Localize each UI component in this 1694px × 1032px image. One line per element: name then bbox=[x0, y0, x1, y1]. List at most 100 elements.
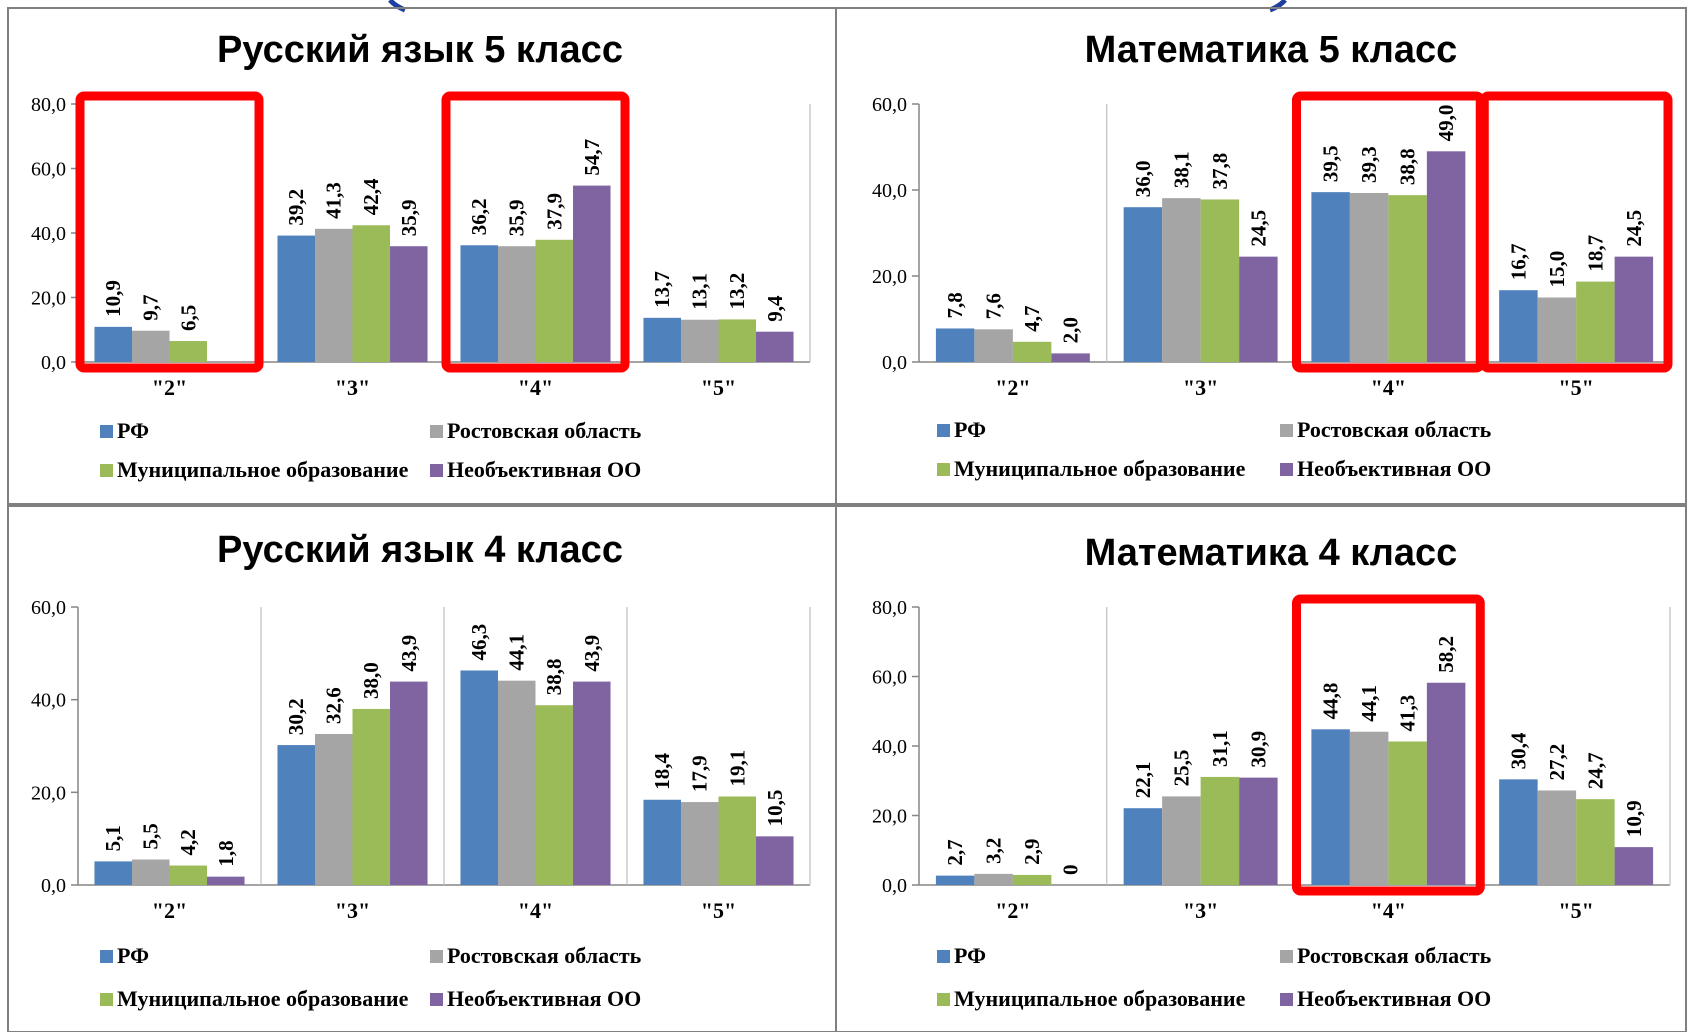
data-label: 44,8 bbox=[1319, 683, 1343, 720]
legend-label: Ростовская область bbox=[1297, 417, 1492, 442]
legend-label: Муниципальное образование bbox=[954, 986, 1246, 1011]
data-label: 35,9 bbox=[505, 199, 529, 236]
legend-label: Необъективная ОО bbox=[447, 457, 641, 482]
data-label: 19,1 bbox=[725, 750, 749, 787]
legend-label: РФ bbox=[117, 943, 149, 968]
legend-label: Необъективная ОО bbox=[1297, 456, 1491, 481]
bar-municipal bbox=[352, 225, 391, 362]
bar-school bbox=[1426, 151, 1466, 362]
category-label: "2" bbox=[995, 375, 1030, 400]
bar-municipal bbox=[1012, 341, 1052, 362]
bar-rostov bbox=[680, 319, 719, 362]
top-right-arc-fragment bbox=[1269, 0, 1287, 13]
bar-municipal bbox=[1388, 741, 1427, 885]
category-label: "5" bbox=[701, 898, 736, 923]
bar-school bbox=[756, 331, 794, 362]
bar-rostov bbox=[1162, 198, 1201, 362]
data-label: 38,1 bbox=[1169, 151, 1193, 188]
y-tick-label: 80,0 bbox=[872, 597, 907, 619]
data-label: 49,0 bbox=[1434, 105, 1458, 142]
data-label: 30,4 bbox=[1506, 732, 1530, 769]
bar-rostov bbox=[1537, 297, 1577, 362]
legend-swatch-rf bbox=[937, 950, 950, 963]
data-label: 4,2 bbox=[176, 829, 200, 855]
data-label: 16,7 bbox=[1506, 243, 1530, 280]
bar-municipal bbox=[169, 341, 208, 362]
bar-rf bbox=[277, 235, 315, 362]
bar-rf bbox=[94, 326, 132, 362]
data-label: 43,9 bbox=[580, 635, 604, 672]
bar-school bbox=[390, 246, 428, 362]
legend-label: Необъективная ОО bbox=[1297, 986, 1491, 1011]
bar-school bbox=[1239, 256, 1278, 362]
bar-rostov bbox=[131, 859, 170, 885]
bar-school bbox=[1051, 353, 1090, 362]
legend-label: Муниципальное образование bbox=[954, 456, 1246, 481]
y-tick-label: 40,0 bbox=[31, 690, 66, 712]
bar-rostov bbox=[1349, 193, 1389, 362]
bar-rf bbox=[460, 245, 498, 362]
chart-1: Математика 5 класс 0,0 20,0 40,0 60,0 "2" 7,8 7… bbox=[872, 29, 1673, 481]
legend-swatch-municipal bbox=[100, 464, 113, 477]
chart-0: Русский язык 5 класс 0,0 20,0 40,0 60,0 80,0 "… bbox=[31, 29, 811, 482]
data-label: 24,5 bbox=[1246, 210, 1270, 247]
category-label: "4" bbox=[518, 375, 553, 400]
category-label: "4" bbox=[1371, 898, 1406, 923]
data-label: 24,5 bbox=[1622, 210, 1646, 247]
bar-school bbox=[1426, 682, 1466, 885]
category-label: "3" bbox=[1183, 898, 1218, 923]
y-tick-label: 0,0 bbox=[882, 352, 907, 374]
bar-rf bbox=[277, 745, 315, 885]
highlight-box bbox=[75, 91, 264, 373]
y-tick-label: 40,0 bbox=[31, 223, 66, 245]
legend-swatch-rostov bbox=[1280, 424, 1293, 437]
legend-label: Ростовская область bbox=[1297, 943, 1492, 968]
category-label: "4" bbox=[1371, 375, 1406, 400]
legend-label: РФ bbox=[954, 417, 986, 442]
legend-swatch-rostov bbox=[430, 425, 443, 438]
data-label: 38,0 bbox=[359, 662, 383, 699]
data-label: 7,6 bbox=[982, 293, 1006, 319]
data-label: 3,2 bbox=[982, 838, 1006, 864]
data-label: 37,9 bbox=[542, 193, 566, 230]
bar-rf bbox=[460, 670, 498, 885]
category-label: "3" bbox=[1183, 375, 1218, 400]
data-label: 17,9 bbox=[688, 755, 712, 792]
bar-rf bbox=[1499, 779, 1538, 885]
category-label: "3" bbox=[335, 375, 370, 400]
bar-rf bbox=[1311, 729, 1350, 885]
bar-municipal bbox=[535, 705, 574, 885]
bar-rostov bbox=[1349, 731, 1389, 885]
legend-swatch-municipal bbox=[937, 463, 950, 476]
data-label: 2,7 bbox=[943, 839, 967, 865]
legend-label: Муниципальное образование bbox=[117, 457, 409, 482]
data-label: 2,0 bbox=[1059, 317, 1083, 343]
y-tick-label: 60,0 bbox=[31, 597, 66, 619]
category-label: "3" bbox=[335, 898, 370, 923]
top-left-arc-fragment bbox=[388, 0, 406, 13]
legend-label: Ростовская область bbox=[447, 418, 642, 443]
bar-municipal bbox=[718, 796, 757, 885]
bar-rostov bbox=[131, 330, 170, 362]
data-label: 35,9 bbox=[397, 199, 421, 236]
data-label: 10,9 bbox=[101, 280, 125, 317]
data-label: 24,7 bbox=[1583, 752, 1607, 789]
y-tick-label: 40,0 bbox=[872, 736, 907, 758]
data-label: 42,4 bbox=[359, 178, 383, 215]
bar-rf bbox=[1123, 207, 1163, 362]
bar-school bbox=[573, 681, 611, 885]
y-tick-label: 40,0 bbox=[872, 180, 907, 202]
legend-label: РФ bbox=[117, 418, 149, 443]
data-label: 30,9 bbox=[1246, 731, 1270, 768]
legend-swatch-school bbox=[430, 464, 443, 477]
data-label: 44,1 bbox=[505, 634, 529, 671]
data-label: 5,5 bbox=[139, 823, 163, 849]
bar-rf bbox=[935, 875, 975, 885]
bar-rostov bbox=[497, 680, 536, 885]
bar-school bbox=[1614, 256, 1654, 362]
data-label: 36,0 bbox=[1131, 160, 1155, 197]
legend-swatch-rf bbox=[100, 950, 113, 963]
data-label: 4,7 bbox=[1020, 306, 1044, 332]
data-label: 41,3 bbox=[322, 182, 346, 219]
